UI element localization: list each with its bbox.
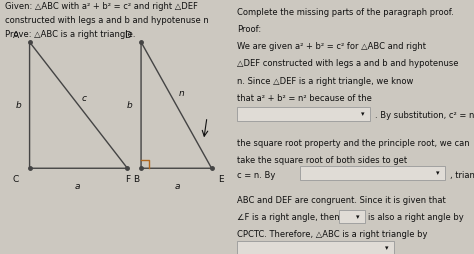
Text: E: E [218, 176, 224, 184]
Text: a: a [175, 182, 180, 192]
Text: b: b [127, 101, 133, 110]
Text: is also a right angle by: is also a right angle by [368, 213, 464, 222]
Text: that a² + b² = n² because of the: that a² + b² = n² because of the [237, 94, 372, 103]
Bar [237, 107, 370, 121]
Text: n. Since △DEF is a right triangle, we know: n. Since △DEF is a right triangle, we kn… [237, 77, 413, 86]
Text: △DEF constructed with legs a and b and hypotenuse: △DEF constructed with legs a and b and h… [237, 59, 458, 68]
Text: CPCTC. Therefore, △ABC is a right triangle by: CPCTC. Therefore, △ABC is a right triang… [237, 230, 428, 239]
Text: c: c [82, 94, 87, 103]
Bar [300, 166, 445, 180]
Text: ▾: ▾ [361, 112, 365, 117]
Text: Proof:: Proof: [237, 25, 261, 34]
Text: B: B [134, 176, 139, 184]
Text: .: . [397, 250, 399, 254]
Text: C: C [13, 176, 19, 184]
Text: , triangles: , triangles [450, 171, 474, 180]
Text: Given: △ABC with a² + b² = c² and right △DEF: Given: △ABC with a² + b² = c² and right … [5, 2, 198, 11]
Text: constructed with legs a and b and hypotenuse n: constructed with legs a and b and hypote… [5, 16, 208, 25]
Text: n: n [179, 89, 185, 98]
Text: c = n. By: c = n. By [237, 171, 275, 180]
Text: D: D [124, 30, 131, 40]
Text: Complete the missing parts of the paragraph proof.: Complete the missing parts of the paragr… [237, 8, 454, 17]
Text: ABC and DEF are congruent. Since it is given that: ABC and DEF are congruent. Since it is g… [237, 196, 446, 204]
Text: ▾: ▾ [356, 214, 360, 220]
Text: . By substitution, c² = n² Using: . By substitution, c² = n² Using [375, 111, 474, 120]
Bar [338, 210, 365, 223]
Text: ∠F is a right angle, then ∠: ∠F is a right angle, then ∠ [237, 213, 350, 222]
Text: We are given a² + b² = c² for △ABC and right: We are given a² + b² = c² for △ABC and r… [237, 42, 426, 51]
Text: A: A [13, 30, 19, 40]
Text: Prove: △ABC is a right triangle.: Prove: △ABC is a right triangle. [5, 30, 135, 39]
Text: ▾: ▾ [436, 170, 439, 176]
Bar [237, 241, 394, 254]
Text: a: a [74, 182, 80, 192]
Text: take the square root of both sides to get: take the square root of both sides to ge… [237, 156, 407, 165]
Text: the square root property and the principle root, we can: the square root property and the princip… [237, 139, 470, 148]
Text: b: b [15, 101, 21, 110]
Text: ▾: ▾ [385, 245, 389, 251]
Text: F: F [125, 176, 130, 184]
